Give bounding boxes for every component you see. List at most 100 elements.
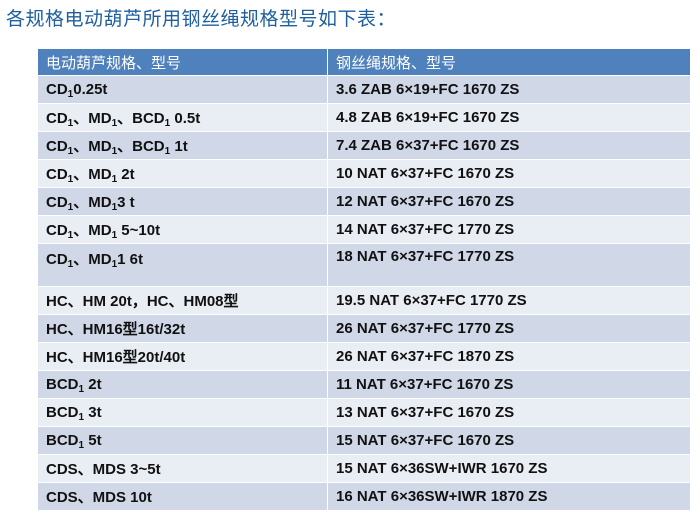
table-row: CDS、MDS 10t 16 NAT 6×36SW+IWR 1870 ZS [37, 482, 691, 511]
table-row: CD1、MD1、BCD1 1t 7.4 ZAB 6×37+FC 1670 ZS [37, 131, 691, 160]
rope-cell: 13 NAT 6×37+FC 1670 ZS [327, 398, 691, 427]
subscript: 1 [78, 440, 85, 451]
text-part: 0.25t [73, 81, 108, 98]
hoist-cell: CD10.25t [37, 75, 328, 104]
text-part: 2t [117, 166, 135, 183]
rope-cell: 3.6 ZAB 6×19+FC 1670 ZS [327, 75, 691, 104]
text-part: CD [46, 81, 68, 98]
hoist-cell: CD1、MD1 2t [37, 159, 328, 188]
rope-cell: 11 NAT 6×37+FC 1670 ZS [327, 370, 691, 399]
table-row: CD1、MD1 2t 10 NAT 6×37+FC 1670 ZS [37, 159, 691, 188]
text-part: CD [46, 194, 68, 211]
subscript: 1 [78, 384, 85, 395]
subscript: 1 [67, 202, 74, 213]
table-row: BCD1 3t 13 NAT 6×37+FC 1670 ZS [37, 398, 691, 427]
text-part: 0.5t [170, 110, 201, 127]
subscript: 1 [111, 202, 118, 213]
text-part: 、MD [73, 222, 112, 239]
rope-cell: 15 NAT 6×37+FC 1670 ZS [327, 426, 691, 455]
table-row: CDS、MDS 3~5t 15 NAT 6×36SW+IWR 1670 ZS [37, 454, 691, 483]
subscript: 1 [78, 412, 85, 423]
text-part: 、MD [73, 138, 112, 155]
rope-cell: 26 NAT 6×37+FC 1870 ZS [327, 342, 691, 371]
text-part: 5t [84, 432, 102, 449]
subscript: 1 [164, 146, 171, 157]
rope-cell: 10 NAT 6×37+FC 1670 ZS [327, 159, 691, 188]
text-part: 、MD [73, 194, 112, 211]
rope-cell: 18 NAT 6×37+FC 1770 ZS [327, 243, 691, 287]
hoist-cell: HC、HM16型16t/32t [37, 314, 328, 343]
text-part: 、MD [73, 110, 112, 127]
header-hoist: 电动葫芦规格、型号 [37, 48, 328, 76]
table-row: CD1、MD11 6t 18 NAT 6×37+FC 1770 ZS [37, 243, 691, 287]
subscript: 1 [164, 118, 171, 129]
text-part: 3 t [117, 194, 135, 211]
subscript: 1 [67, 118, 74, 129]
text-part: CD [46, 251, 68, 268]
hoist-cell: HC、HM16型20t/40t [37, 342, 328, 371]
subscript: 1 [111, 230, 118, 241]
subscript: 1 [67, 259, 74, 270]
table-row: CD1、MD1 5~10t 14 NAT 6×37+FC 1770 ZS [37, 215, 691, 244]
hoist-cell: HC、HM 20t，HC、HM08型 [37, 286, 328, 315]
table-row: BCD1 2t 11 NAT 6×37+FC 1670 ZS [37, 370, 691, 399]
text-part: 5~10t [117, 222, 161, 239]
text-part: CD [46, 222, 68, 239]
rope-cell: 19.5 NAT 6×37+FC 1770 ZS [327, 286, 691, 315]
subscript: 1 [111, 118, 118, 129]
text-part: 1 6t [117, 251, 143, 268]
text-part: HC、HM16型16t/32t [46, 321, 186, 338]
text-part: 、BCD [117, 110, 165, 127]
rope-cell: 12 NAT 6×37+FC 1670 ZS [327, 187, 691, 216]
rope-cell: 4.8 ZAB 6×19+FC 1670 ZS [327, 103, 691, 132]
subscript: 1 [67, 89, 74, 100]
rope-cell: 15 NAT 6×36SW+IWR 1670 ZS [327, 454, 691, 483]
text-part: CDS、MDS 3~5t [46, 461, 161, 478]
text-part: CD [46, 138, 68, 155]
text-part: BCD [46, 432, 79, 449]
table-row: HC、HM 20t，HC、HM08型 19.5 NAT 6×37+FC 1770 … [37, 286, 691, 315]
hoist-cell: CD1、MD11 6t [37, 243, 328, 287]
text-part: CD [46, 110, 68, 127]
text-part: BCD [46, 376, 79, 393]
hoist-cell: CD1、MD1、BCD1 0.5t [37, 103, 328, 132]
text-part: HC、HM 20t，HC、HM08型 [46, 293, 239, 310]
subscript: 1 [67, 146, 74, 157]
table-row: BCD1 5t 15 NAT 6×37+FC 1670 ZS [37, 426, 691, 455]
hoist-cell: BCD1 5t [37, 426, 328, 455]
page-title: 各规格电动葫芦所用钢丝绳规格型号如下表： [6, 8, 397, 30]
text-part: 、BCD [117, 138, 165, 155]
rope-cell: 14 NAT 6×37+FC 1770 ZS [327, 215, 691, 244]
text-part: 2t [84, 376, 102, 393]
text-part: 1t [170, 138, 188, 155]
text-part: 、MD [73, 166, 112, 183]
text-part: 3t [84, 404, 102, 421]
hoist-cell: BCD1 2t [37, 370, 328, 399]
subscript: 1 [111, 174, 118, 185]
hoist-cell: CDS、MDS 3~5t [37, 454, 328, 483]
subscript: 1 [111, 259, 118, 270]
hoist-cell: CD1、MD1 5~10t [37, 215, 328, 244]
text-part: 、MD [73, 251, 112, 268]
text-part: HC、HM16型20t/40t [46, 349, 186, 366]
table-row: CD1、MD13 t 12 NAT 6×37+FC 1670 ZS [37, 187, 691, 216]
text-part: CDS、MDS 10t [46, 489, 152, 506]
hoist-cell: CD1、MD13 t [37, 187, 328, 216]
hoist-cell: BCD1 3t [37, 398, 328, 427]
rope-cell: 26 NAT 6×37+FC 1770 ZS [327, 314, 691, 343]
table-row: HC、HM16型16t/32t 26 NAT 6×37+FC 1770 ZS [37, 314, 691, 343]
hoist-cell: CD1、MD1、BCD1 1t [37, 131, 328, 160]
hoist-cell: CDS、MDS 10t [37, 482, 328, 511]
rope-cell: 16 NAT 6×36SW+IWR 1870 ZS [327, 482, 691, 511]
text-part: BCD [46, 404, 79, 421]
table-row: HC、HM16型20t/40t 26 NAT 6×37+FC 1870 ZS [37, 342, 691, 371]
header-rope: 钢丝绳规格、型号 [327, 48, 691, 76]
subscript: 1 [111, 146, 118, 157]
rope-cell: 7.4 ZAB 6×37+FC 1670 ZS [327, 131, 691, 160]
table-header-row: 电动葫芦规格、型号 钢丝绳规格、型号 [37, 48, 691, 76]
subscript: 1 [67, 230, 74, 241]
subscript: 1 [67, 174, 74, 185]
text-part: CD [46, 166, 68, 183]
table-row: CD1、MD1、BCD1 0.5t 4.8 ZAB 6×19+FC 1670 ZS [37, 103, 691, 132]
rope-spec-table: 电动葫芦规格、型号 钢丝绳规格、型号 CD10.25t 3.6 ZAB 6×19+… [37, 48, 691, 511]
